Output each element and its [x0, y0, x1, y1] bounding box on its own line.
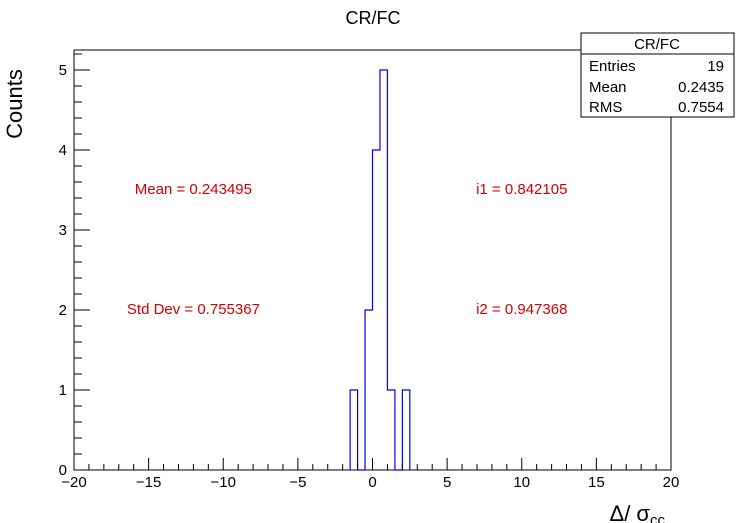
x-tick-label: 15	[588, 474, 605, 491]
annotation-text: i2 = 0.947368	[476, 301, 567, 318]
x-axis-label: Δ/ σcc	[610, 501, 666, 523]
stats-mean-value: 0.2435	[678, 79, 724, 96]
x-tick-label: 5	[443, 474, 451, 491]
x-tick-label: 20	[663, 474, 680, 491]
y-tick-label: 4	[59, 142, 67, 159]
y-tick-label: 1	[59, 382, 67, 399]
stats-mean-label: Mean	[589, 79, 627, 96]
annotations-layer: Mean = 0.243495 i1 = 0.842105 Std Dev = 0.…	[127, 181, 568, 318]
annotation-text: Mean = 0.243495	[135, 181, 252, 198]
stats-box: CR/FC Entries 19 Mean 0.2435 RMS 0.7554	[580, 32, 735, 118]
x-axis-ticks	[73, 458, 672, 470]
annotation-text: Std Dev = 0.755367	[127, 301, 260, 318]
x-tick-label: −10	[211, 474, 236, 491]
y-tick-label: 0	[59, 462, 67, 479]
x-tick-label: −15	[136, 474, 161, 491]
x-axis-tick-labels: −20 −15 −10 −5 0 5 10 15 20	[61, 474, 679, 491]
annotation-text: i1 = 0.842105	[476, 181, 567, 198]
stats-rms-label: RMS	[589, 99, 622, 116]
chart-title: CR/FC	[346, 8, 401, 28]
x-tick-label: −5	[289, 474, 306, 491]
y-axis-ticks	[74, 53, 90, 471]
y-axis-tick-labels: 0 1 2 3 4 5	[59, 62, 67, 479]
y-tick-label: 5	[59, 62, 67, 79]
histogram-layer	[349, 69, 411, 471]
histogram-outline	[349, 69, 411, 471]
x-axis-label-main: Δ/ σ	[610, 501, 651, 523]
stats-entries-value: 19	[707, 58, 724, 75]
x-tick-label: 0	[368, 474, 376, 491]
stats-box-frame	[580, 32, 735, 118]
stats-entries-label: Entries	[589, 58, 636, 75]
y-axis-label: Counts	[2, 69, 27, 139]
x-tick-label: −20	[61, 474, 86, 491]
stats-rms-value: 0.7554	[678, 99, 724, 116]
y-tick-label: 3	[59, 222, 67, 239]
x-axis-label-subscript: cc	[650, 512, 666, 523]
stats-box-title: CR/FC	[634, 36, 680, 53]
x-tick-label: 10	[513, 474, 530, 491]
y-tick-label: 2	[59, 302, 67, 319]
